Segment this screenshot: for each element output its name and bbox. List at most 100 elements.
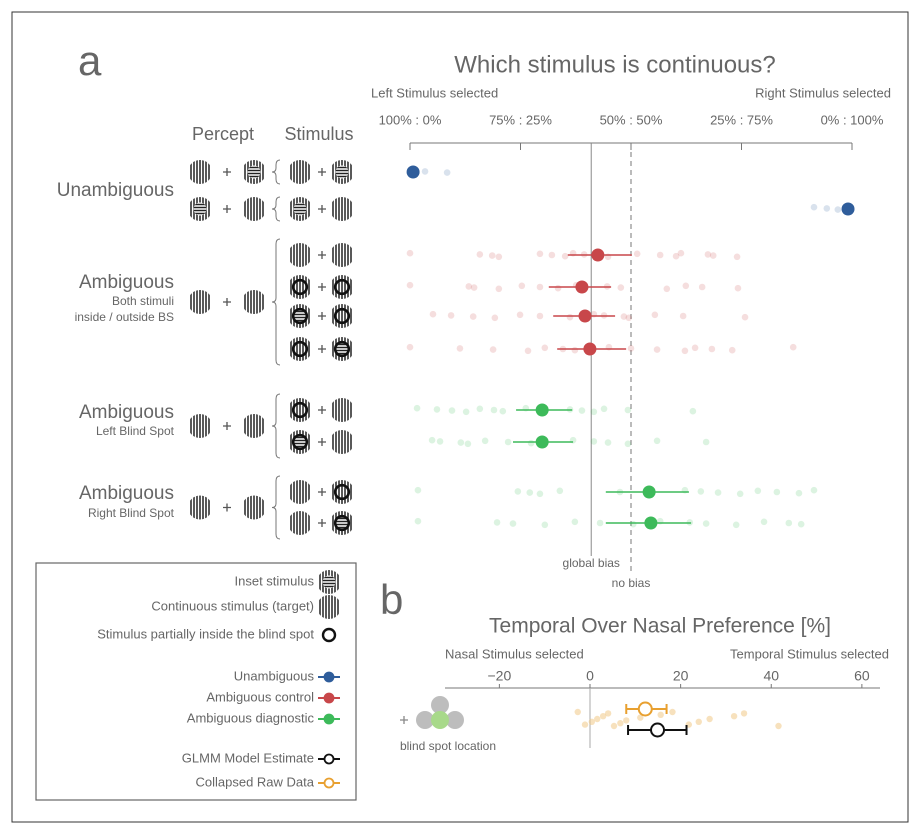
- raw-point: [537, 491, 544, 498]
- raw-point: [477, 251, 484, 258]
- raw-point: [731, 713, 737, 719]
- raw-point: [669, 709, 675, 715]
- stimulus-icon: [333, 243, 351, 267]
- raw-point: [692, 345, 699, 352]
- raw-point: [505, 439, 512, 446]
- plus: [318, 312, 326, 320]
- plus: [223, 168, 231, 176]
- grating: [245, 414, 263, 438]
- raw-point: [434, 406, 441, 413]
- raw-point: [470, 313, 477, 320]
- raw-point: [448, 312, 455, 319]
- raw-point: [515, 488, 522, 495]
- raw-point: [824, 205, 831, 212]
- raw-point: [407, 250, 414, 257]
- stimulus-icon: [333, 304, 351, 328]
- raw-point: [734, 253, 741, 260]
- raw-point: [654, 438, 661, 445]
- raw-point: [605, 710, 611, 716]
- legend-label: Inset stimulus: [235, 573, 315, 588]
- stimulus-icon: [291, 511, 309, 535]
- group-label: Ambiguous: [79, 402, 174, 423]
- raw-point: [572, 519, 579, 526]
- plus: [318, 406, 326, 414]
- raw-point: [798, 521, 805, 528]
- icon-label: blind spot location: [400, 739, 496, 753]
- legend-dot: [325, 755, 334, 764]
- raw-point: [680, 313, 687, 320]
- stimulus-icon: [333, 480, 351, 504]
- raw-point: [796, 490, 803, 497]
- stimulus-icon: [191, 197, 209, 221]
- raw-point: [510, 520, 517, 527]
- mean-point: [842, 203, 855, 216]
- legend-ring: [323, 629, 335, 641]
- raw-point: [528, 440, 535, 447]
- raw-point: [582, 721, 588, 727]
- x-tick-label: 0: [586, 668, 594, 684]
- raw-point: [761, 519, 768, 526]
- x-tick-label: 60: [854, 668, 870, 684]
- mean-point: [407, 166, 420, 179]
- axis-label: Temporal Stimulus selected: [730, 646, 889, 661]
- raw-point: [537, 251, 544, 258]
- raw-point: [449, 407, 456, 414]
- chart-title: Temporal Over Nasal Preference [%]: [489, 615, 831, 638]
- x-tick-label: −20: [488, 668, 512, 684]
- raw-point: [463, 409, 470, 416]
- grating: [333, 430, 351, 454]
- x-tick-label: 75% : 25%: [489, 112, 552, 127]
- stimulus-icon: [320, 570, 338, 594]
- raw-point: [562, 253, 569, 260]
- grating: [191, 160, 209, 184]
- raw-point: [491, 407, 498, 414]
- mean-point: [591, 249, 604, 262]
- raw-point: [594, 716, 600, 722]
- stimulus-icon: [333, 337, 351, 361]
- raw-point: [706, 716, 712, 722]
- raw-point: [811, 204, 818, 211]
- raw-point: [542, 345, 549, 352]
- plus: [223, 298, 231, 306]
- raw-point: [575, 709, 581, 715]
- mean-point: [651, 724, 664, 737]
- grating: [245, 290, 263, 314]
- mean-point: [536, 436, 549, 449]
- raw-point: [625, 315, 632, 322]
- legend-dot: [325, 715, 334, 724]
- raw-point: [735, 285, 742, 292]
- raw-point: [715, 489, 722, 496]
- brace: [272, 394, 280, 458]
- grating: [333, 398, 351, 422]
- raw-point: [422, 168, 429, 175]
- raw-point: [437, 438, 444, 445]
- raw-point: [733, 522, 740, 529]
- raw-point: [414, 405, 421, 412]
- raw-point: [519, 283, 526, 290]
- plus: [318, 251, 326, 259]
- group-label: Ambiguous: [79, 483, 174, 504]
- raw-point: [407, 282, 414, 289]
- blind-spot-location: [431, 711, 449, 729]
- plus: [223, 504, 231, 512]
- group-sublabel: Right Blind Spot: [88, 506, 175, 520]
- group-sublabel: inside / outside BS: [75, 310, 174, 324]
- legend-label: Collapsed Raw Data: [195, 774, 314, 789]
- raw-point: [835, 206, 842, 213]
- stimulus-icon: [291, 398, 309, 422]
- raw-point: [625, 407, 632, 414]
- raw-point: [579, 407, 586, 414]
- mean-point: [536, 404, 549, 417]
- legend-label: GLMM Model Estimate: [182, 750, 314, 765]
- mean-point: [643, 486, 656, 499]
- raw-point: [709, 346, 716, 353]
- stimulus-icon: [245, 160, 263, 184]
- raw-point: [429, 437, 436, 444]
- brace: [272, 160, 280, 184]
- grating: [291, 160, 309, 184]
- group-label: Unambiguous: [57, 180, 174, 201]
- group-sublabel: Left Blind Spot: [96, 424, 175, 438]
- legend-dot: [325, 694, 334, 703]
- plus: [318, 438, 326, 446]
- plus: [318, 345, 326, 353]
